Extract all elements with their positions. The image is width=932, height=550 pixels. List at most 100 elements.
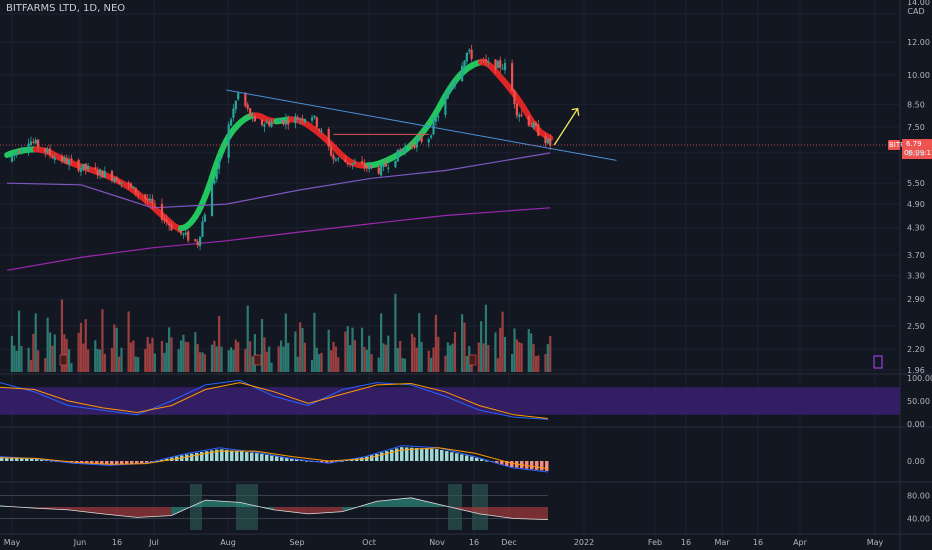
candle-body <box>413 145 416 148</box>
macd-histogram-bar <box>525 461 529 469</box>
volume-bar <box>349 345 352 372</box>
candle-body <box>380 166 383 176</box>
volume-bar <box>70 363 73 372</box>
macd-histogram-bar <box>185 454 189 461</box>
volume-bar <box>227 350 230 372</box>
macd-histogram-bar <box>375 453 379 461</box>
macd-histogram-bar <box>395 448 399 461</box>
macd-histogram-bar <box>210 450 214 461</box>
volume-bar <box>334 346 337 372</box>
volume-bar <box>220 346 223 372</box>
volume-bar <box>453 331 457 372</box>
candle-body <box>179 230 183 234</box>
candle-body <box>44 147 47 153</box>
macd-histogram-bar <box>455 453 459 461</box>
candle-body <box>132 186 135 189</box>
candle-body <box>227 124 230 158</box>
macd-histogram-bar <box>120 461 124 465</box>
volume-bar <box>32 333 35 372</box>
candle-body <box>51 156 54 159</box>
candle-body <box>115 176 118 182</box>
volume-bar <box>318 354 321 372</box>
candle-body <box>215 170 218 179</box>
time-tick-label: Mar <box>714 538 730 547</box>
candle-body <box>67 160 71 165</box>
rsi-area-segment <box>137 507 172 518</box>
macd-histogram-bar <box>475 457 479 461</box>
candle-body <box>446 91 449 99</box>
volume-bar <box>134 356 137 372</box>
candle-body <box>470 49 473 59</box>
time-tick-label: May <box>4 538 21 547</box>
volume-bar <box>215 346 218 372</box>
volume-bar <box>51 345 54 372</box>
macd-histogram-bar <box>445 451 449 461</box>
volume-bar <box>218 315 221 372</box>
macd-histogram-bar <box>110 461 114 465</box>
macd-histogram-bar <box>105 461 109 465</box>
macd-histogram-bar <box>435 449 439 461</box>
volume-bar <box>127 311 130 372</box>
volume-bar <box>444 355 447 372</box>
volume-bar <box>144 348 147 372</box>
volume-bar <box>253 334 256 372</box>
rsi-area-segment <box>513 507 548 520</box>
volume-bar <box>432 347 435 372</box>
candle-body <box>320 130 323 132</box>
candle-body <box>434 117 437 122</box>
volume-bar <box>163 352 166 372</box>
price-tick-label: 4.30 <box>907 224 925 233</box>
volume-bar <box>410 333 414 372</box>
stochastic-tick-label: 0.00 <box>907 420 925 429</box>
volume-bar <box>494 332 497 372</box>
candle-body <box>549 138 552 146</box>
candle-body <box>461 65 464 82</box>
candle-body <box>203 214 206 222</box>
macd-histogram-bar <box>20 458 24 461</box>
price-tick-label: 12.00 <box>907 38 930 47</box>
candle-body <box>394 160 397 168</box>
volume-bar <box>337 357 340 372</box>
macd-histogram-bar <box>290 458 294 461</box>
candle-body <box>249 108 252 117</box>
candle-body <box>363 164 366 168</box>
volume-bar <box>232 349 235 372</box>
candle-body <box>513 90 516 105</box>
earnings-marker <box>468 354 477 366</box>
volume-bar <box>537 355 540 372</box>
time-tick-label: 16 <box>112 538 122 547</box>
candle-body <box>299 118 302 120</box>
volume-bar <box>377 357 380 372</box>
macd-histogram-bar <box>530 461 534 470</box>
last-price-tag <box>902 139 932 160</box>
currency-label: CAD <box>907 7 924 16</box>
volume-bar <box>27 347 30 372</box>
candle-body <box>546 138 549 144</box>
volume-bar <box>201 352 204 372</box>
candle-body <box>279 121 283 123</box>
moving-average-fast <box>7 152 551 209</box>
macd-histogram-bar <box>250 452 254 461</box>
volume-bar <box>451 343 454 372</box>
volume-bar <box>249 341 252 372</box>
candle-body <box>403 146 407 152</box>
candle-body <box>160 203 164 220</box>
candle-body <box>98 169 102 175</box>
candle-body <box>87 166 90 170</box>
volume-bar <box>403 358 407 372</box>
forecast-arrowhead <box>571 107 580 116</box>
macd-signal-line <box>0 447 549 470</box>
volume-bar <box>203 354 206 372</box>
volume-bar <box>110 347 114 372</box>
candle-body <box>401 149 404 153</box>
time-tick-label: May <box>867 538 884 547</box>
macd-histogram-bar <box>545 461 549 471</box>
time-tick-label: Dec <box>501 538 516 547</box>
macd-histogram-bar <box>90 461 94 464</box>
candle-body <box>34 139 37 144</box>
macd-histogram-bar <box>230 450 234 461</box>
volume-bar <box>77 332 80 372</box>
volume-bar <box>415 347 418 372</box>
volume-bar <box>329 350 333 372</box>
